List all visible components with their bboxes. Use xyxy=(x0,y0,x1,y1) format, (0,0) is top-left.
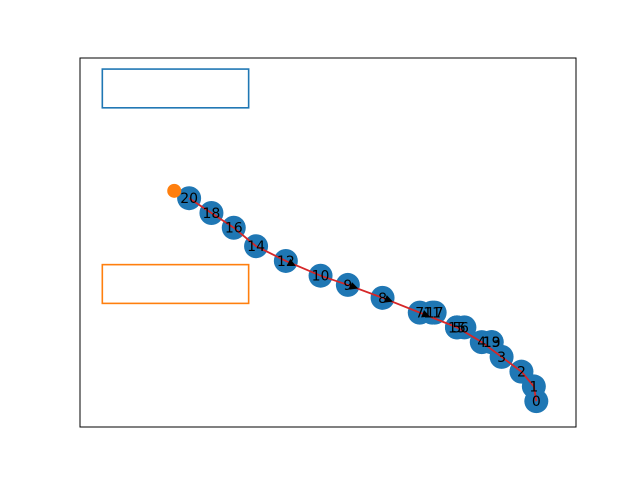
legend-box-upper xyxy=(101,68,250,109)
node-label-6: 6 xyxy=(460,320,469,336)
node-19 xyxy=(479,330,504,355)
node-label-2: 2 xyxy=(517,365,526,381)
arrow-10-to-9 xyxy=(349,282,359,290)
node-label-20: 20 xyxy=(180,191,198,207)
node-label-9: 9 xyxy=(343,278,352,294)
arrow-14-to-12 xyxy=(286,258,296,266)
node-17 xyxy=(422,300,447,325)
node-label-18: 18 xyxy=(203,206,221,222)
node-label-13: 13 xyxy=(483,335,501,351)
legend-box-lower xyxy=(101,263,250,305)
node-label-14: 14 xyxy=(247,239,265,255)
node-label-17: 17 xyxy=(426,306,444,322)
trajectory-path xyxy=(188,197,538,402)
start-marker xyxy=(167,183,182,198)
node-label-19: 19 xyxy=(483,335,501,351)
node-label-7: 7 xyxy=(415,306,424,322)
node-label-8: 8 xyxy=(378,291,387,307)
node-label-1: 1 xyxy=(529,379,538,395)
node-label-0: 0 xyxy=(532,394,541,410)
node-label-11: 11 xyxy=(423,306,441,322)
arrow-8-to-7 xyxy=(421,309,430,318)
node-label-4: 4 xyxy=(477,335,486,351)
node-label-3: 3 xyxy=(497,350,506,366)
arrow-9-to-8 xyxy=(383,295,393,303)
node-label-12: 12 xyxy=(277,254,295,270)
node-label-5: 5 xyxy=(452,320,461,336)
axes-frame xyxy=(79,57,577,428)
node-label-10: 10 xyxy=(312,269,330,285)
node-label-16: 16 xyxy=(225,221,243,237)
node-label-15: 15 xyxy=(448,320,466,336)
